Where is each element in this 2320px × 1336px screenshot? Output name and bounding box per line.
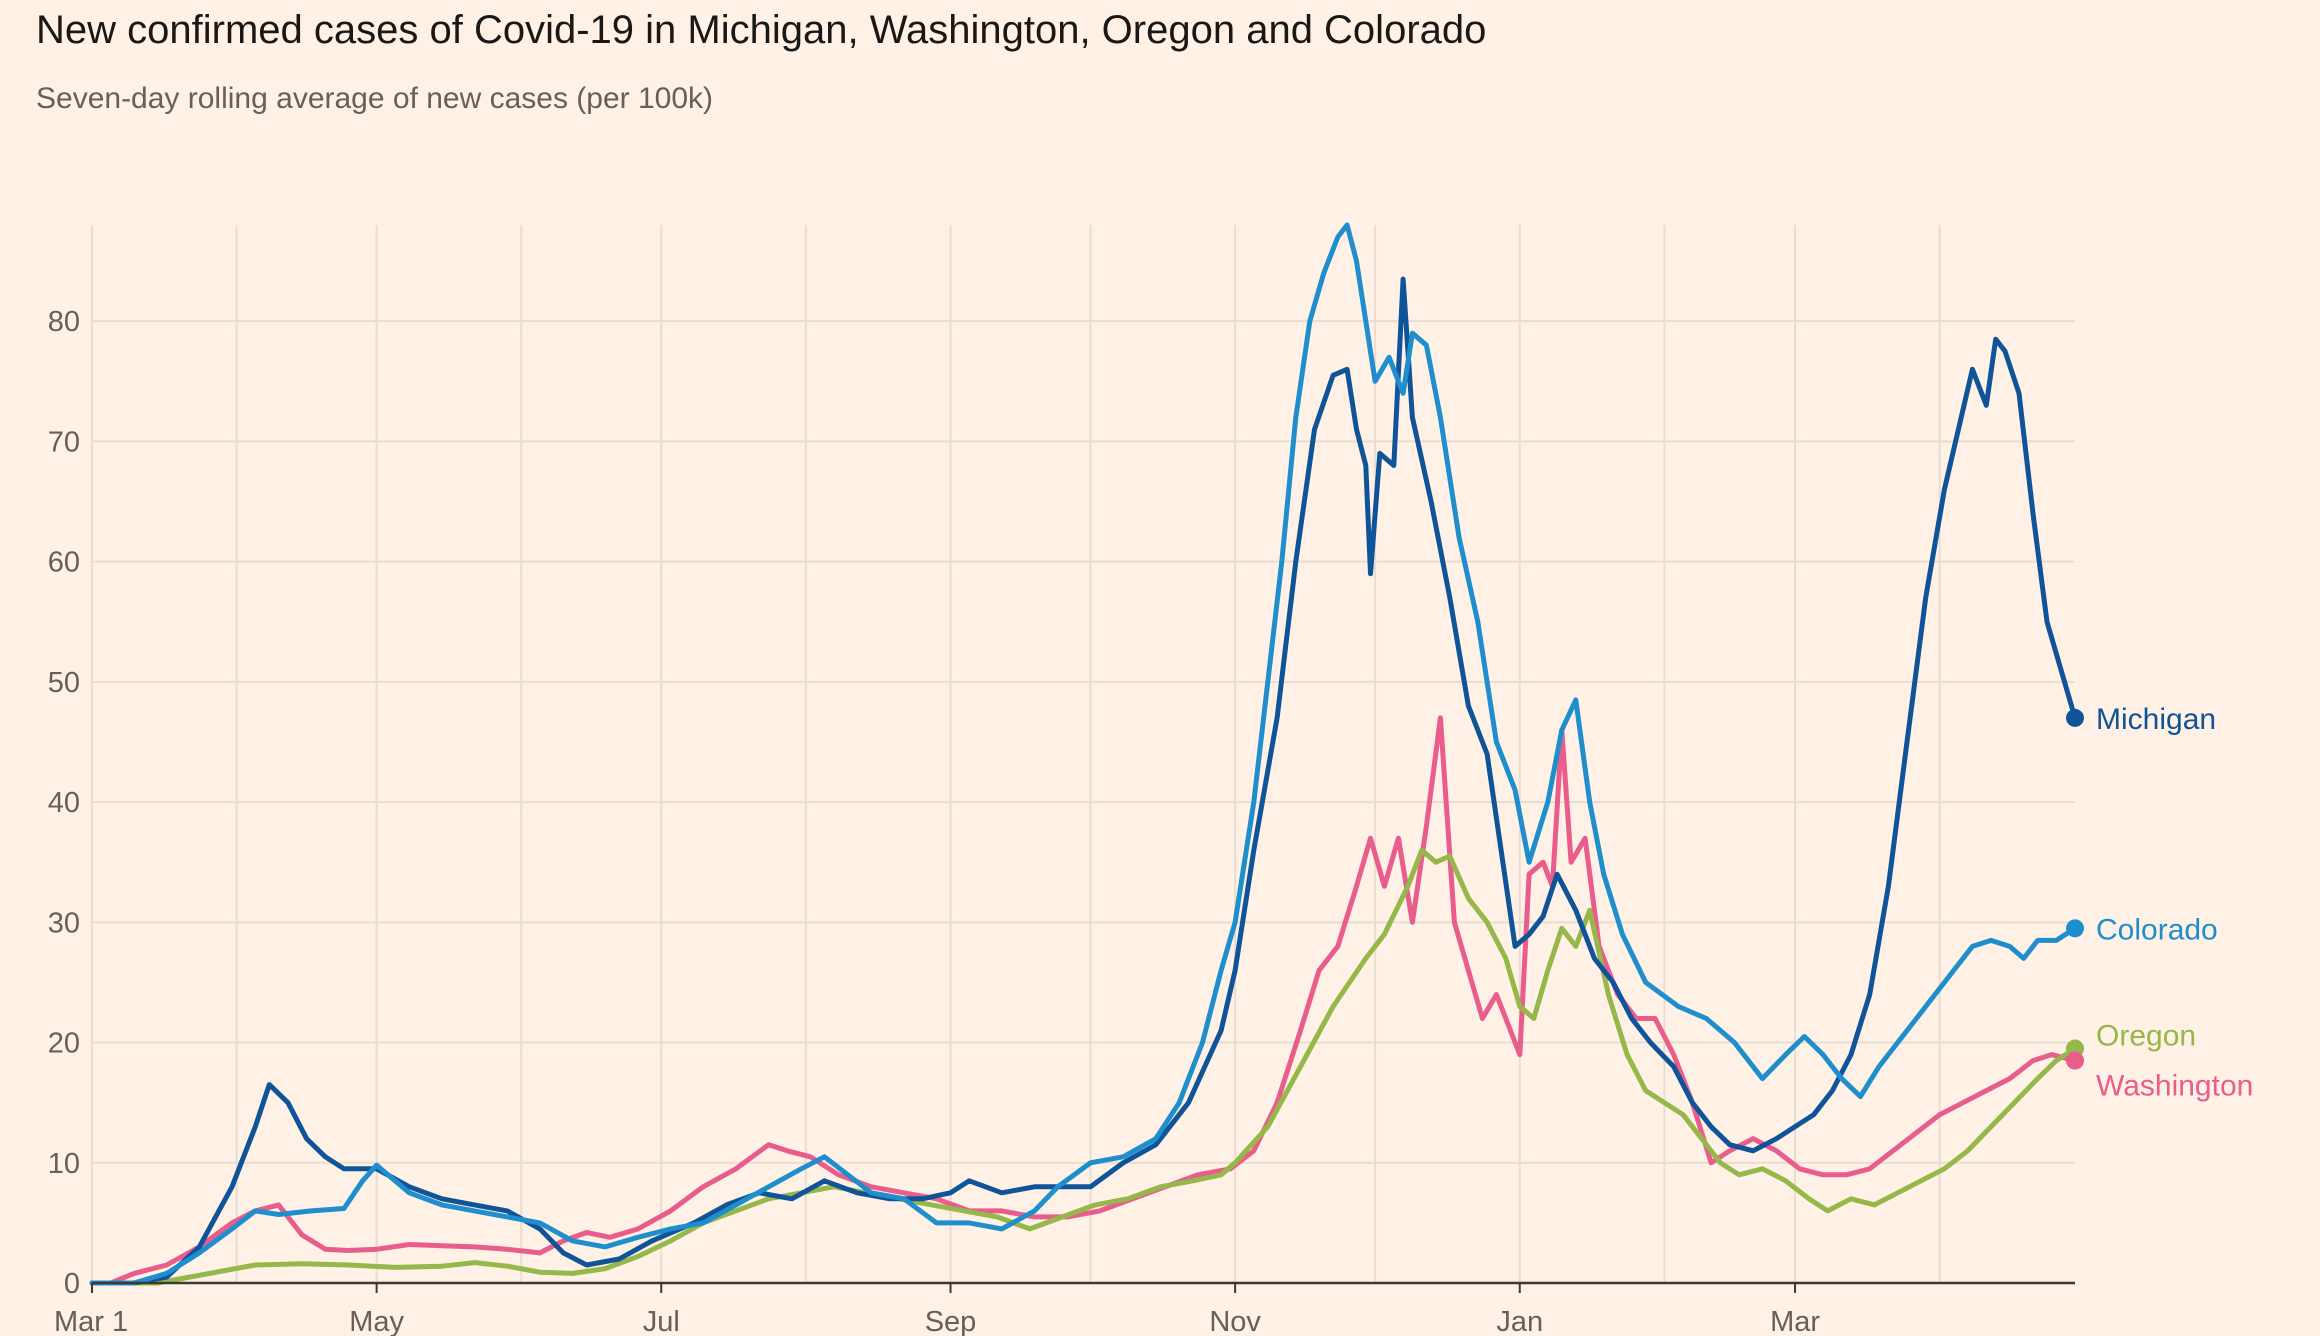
y-tick-label: 70 [48, 426, 80, 458]
x-tick-label: Jan [1496, 1306, 1543, 1336]
series-lines [89, 222, 2078, 1286]
series-line-michigan [89, 276, 2078, 1286]
series-label-oregon: Oregon [2096, 1020, 2196, 1053]
y-tick-label: 60 [48, 547, 80, 579]
axes: 0 10 20 30 40 50 60 70 80 Mar 1 May Jul Sep Nov Jan Mar [48, 306, 2075, 1336]
x-tick-label: Mar 1 [54, 1306, 128, 1336]
x-tick-label: Jul [643, 1306, 680, 1336]
series-label-colorado: Colorado [2096, 913, 2218, 946]
end-dot-washington [2066, 1051, 2084, 1070]
series-line-washington [89, 715, 2078, 1286]
series-line-oregon [89, 847, 2078, 1286]
end-dot-colorado [2066, 919, 2084, 938]
end-labels: Michigan Colorado Oregon Washington [2066, 703, 2253, 1103]
x-tick-label: Sep [925, 1306, 977, 1336]
x-tick-label: Nov [1209, 1306, 1261, 1336]
y-tick-label: 20 [48, 1028, 80, 1060]
gridlines [91, 225, 2075, 1283]
series-label-michigan: Michigan [2096, 703, 2216, 736]
x-tick-label: Mar [1770, 1306, 1820, 1336]
y-tick-label: 80 [48, 306, 80, 338]
y-tick-label: 50 [48, 667, 80, 699]
series-line-colorado [89, 222, 2078, 1286]
x-tick-label: May [349, 1306, 404, 1336]
y-tick-label: 40 [48, 787, 80, 819]
end-dot-michigan [2066, 708, 2084, 727]
chart-subtitle: Seven-day rolling average of new cases (… [36, 82, 714, 115]
y-tick-label: 10 [48, 1148, 80, 1180]
y-tick-label: 30 [48, 907, 80, 939]
y-tick-label: 0 [64, 1268, 80, 1300]
series-label-washington: Washington [2096, 1070, 2253, 1103]
chart-title: New confirmed cases of Covid-19 in Michi… [36, 8, 1487, 52]
